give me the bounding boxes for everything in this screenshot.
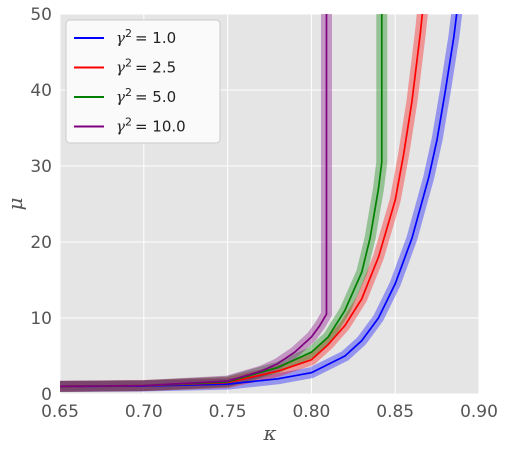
legend-var: γ xyxy=(116,59,125,77)
legend: γ2 = 1.0γ2 = 2.5γ2 = 5.0γ2 = 10.0 xyxy=(65,19,221,144)
series-lines xyxy=(60,14,458,388)
legend-box xyxy=(65,19,221,144)
series-line-1 xyxy=(60,14,458,388)
legend-label-2: γ2 = 2.5 xyxy=(116,57,176,77)
legend-label-4: γ2 = 10.0 xyxy=(116,116,186,136)
y-tick-label: 0 xyxy=(41,385,52,405)
series-line-2 xyxy=(60,14,424,388)
series-line-4 xyxy=(60,14,328,388)
legend-value: = 5.0 xyxy=(135,88,176,106)
legend-value: = 2.5 xyxy=(135,59,176,77)
y-tick-label: 20 xyxy=(30,233,52,253)
x-tick-label: 0.65 xyxy=(41,402,79,422)
x-tick-label: 0.75 xyxy=(209,402,247,422)
y-tick-label: 40 xyxy=(30,81,52,101)
legend-var: γ xyxy=(116,88,125,106)
x-tick-label: 0.85 xyxy=(376,402,414,422)
legend-value: = 10.0 xyxy=(135,118,186,136)
y-tick-label: 50 xyxy=(30,5,52,25)
legend-exp: 2 xyxy=(125,27,132,40)
y-tick-labels: 0 10 20 30 40 50 xyxy=(30,5,52,405)
legend-var: γ xyxy=(116,118,125,136)
legend-exp: 2 xyxy=(125,86,132,99)
x-tick-label: 0.90 xyxy=(460,402,498,422)
legend-exp: 2 xyxy=(125,57,132,70)
grid-lines xyxy=(59,13,480,395)
legend-label-3: γ2 = 5.0 xyxy=(116,86,176,106)
legend-value: = 1.0 xyxy=(135,29,176,47)
legend-exp: 2 xyxy=(125,116,132,129)
y-tick-label: 10 xyxy=(30,309,52,329)
y-axis-label: μ xyxy=(3,198,27,211)
legend-var: γ xyxy=(116,29,125,47)
x-tick-label: 0.80 xyxy=(292,402,330,422)
x-tick-label: 0.70 xyxy=(125,402,163,422)
y-tick-label: 30 xyxy=(30,157,52,177)
x-tick-labels: 0.65 0.70 0.75 0.80 0.85 0.90 xyxy=(41,402,498,422)
legend-label-1: γ2 = 1.0 xyxy=(116,27,176,47)
x-axis-label: κ xyxy=(262,421,276,445)
